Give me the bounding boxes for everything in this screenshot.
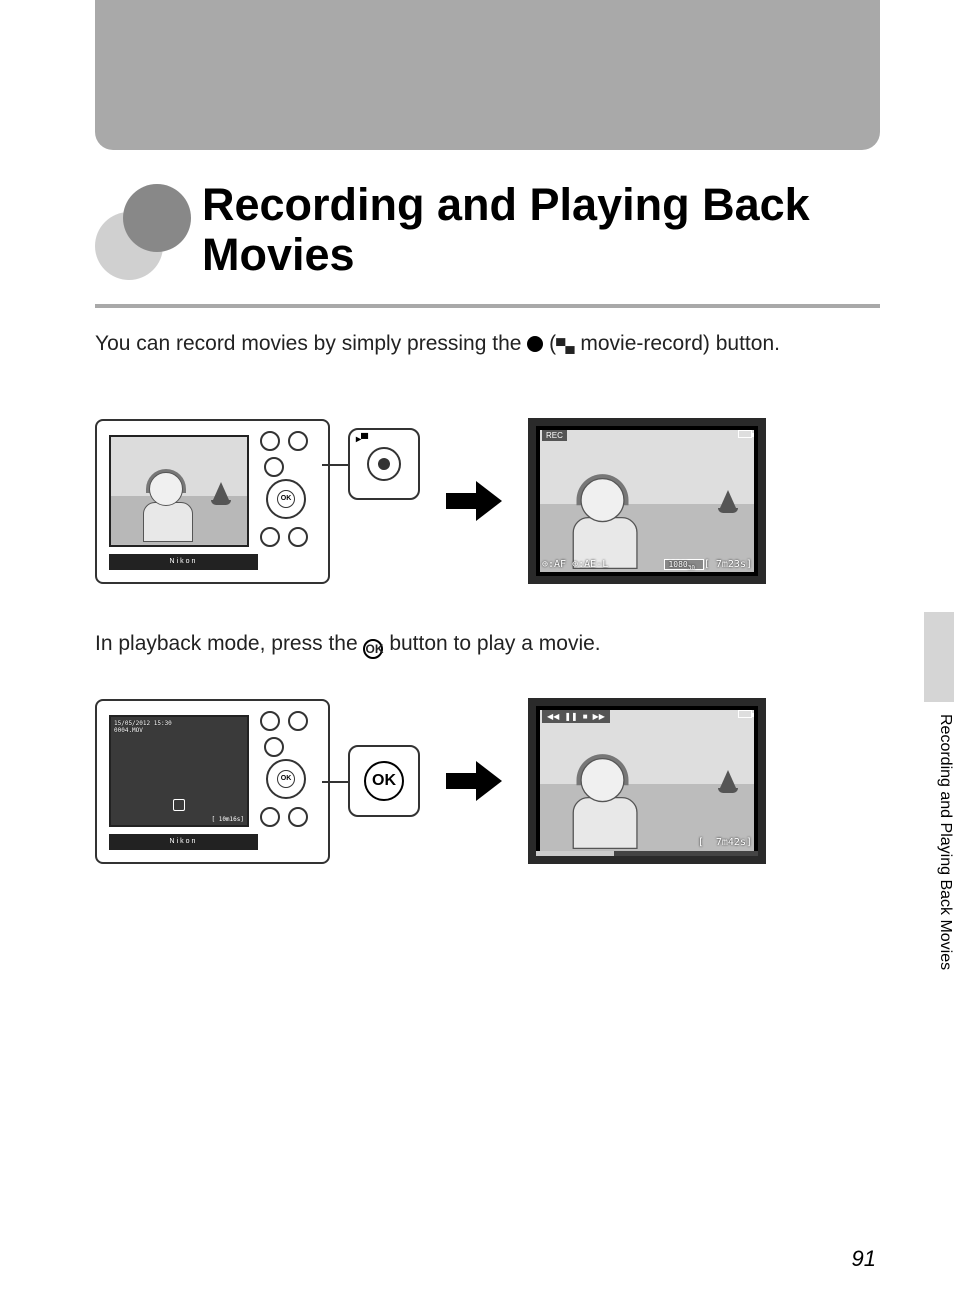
chapter-header-block: [95, 0, 880, 150]
fps-value: 30: [688, 565, 695, 572]
person-illustration: [570, 478, 642, 569]
ok-button-icon: OK: [363, 639, 383, 659]
recording-overlay-bottom: ⊕:AF ⊕:AE-L 108030 [ 7m23s]: [542, 559, 752, 572]
playback-time: 7m42s: [716, 837, 746, 848]
recording-screen: REC ⊕:AF ⊕:AE-L 108030 [ 7m23s]: [528, 418, 766, 584]
playback-controls-bar: ◀◀ ❚❚ ■ ▶▶: [542, 710, 610, 723]
control-btn-2: [288, 711, 308, 731]
intro-playback-pre: In playback mode, press the: [95, 632, 363, 655]
control-btn-1: [260, 711, 280, 731]
battery-icon: [738, 430, 752, 438]
sailboat-icon: [720, 490, 736, 508]
control-btn-4: [260, 807, 280, 827]
arrow-right-icon: [446, 761, 502, 801]
side-section-label: Recording and Playing Back Movies: [924, 710, 954, 1030]
camera-back-illustration: 15/05/2012 15:30 0004.MOV [ 10m16s] Niko…: [95, 699, 330, 864]
playback-filename: 0004.MOV: [114, 727, 143, 734]
sailboat-icon: [720, 770, 736, 788]
chapter-title-row: Recording and Playing Back Movies: [95, 180, 880, 279]
chapter-circles-icon: [95, 184, 180, 269]
page-number: 91: [852, 1246, 876, 1272]
record-time-remaining: 7m23s: [716, 559, 746, 570]
intro-playback-post: button to play a movie.: [389, 632, 600, 655]
intro-record-post: movie-record) button.: [580, 332, 780, 355]
chapter-title: Recording and Playing Back Movies: [202, 180, 880, 279]
ok-center-icon: OK: [277, 770, 295, 788]
camera-back-illustration: Nikon OK: [95, 419, 330, 584]
camera-lcd-playback: 15/05/2012 15:30 0004.MOV [ 10m16s]: [109, 715, 249, 827]
stop-icon: ■: [583, 712, 588, 721]
camera-brand-plate: Nikon: [109, 554, 258, 570]
control-btn-1: [260, 431, 280, 451]
ok-button-graphic: OK: [364, 761, 404, 801]
af-ae-label: ⊕:AF ⊕:AE-L: [542, 559, 608, 572]
figure-recording: Nikon OK ▸▀ REC ⊕:AF ⊕:A: [95, 418, 880, 584]
person-illustration: [570, 758, 642, 849]
play-thumb-icon: [173, 799, 185, 811]
person-illustration: [141, 472, 196, 542]
control-btn-4: [260, 527, 280, 547]
control-btn-2: [288, 431, 308, 451]
control-btn-3: [264, 737, 284, 757]
ok-button-callout: OK: [348, 745, 420, 817]
intro-record-pre: You can record movies by simply pressing…: [95, 332, 527, 355]
playback-date: 15/05/2012 15:30: [114, 720, 172, 727]
control-btn-3: [264, 457, 284, 477]
playback-length: [ 10m16s]: [211, 816, 244, 823]
fastfwd-icon: ▶▶: [593, 712, 605, 721]
control-btn-5: [288, 527, 308, 547]
playback-progress-fill: [536, 851, 614, 856]
pause-icon: ❚❚: [564, 712, 577, 721]
playback-overlay-top: ◀◀ ❚❚ ■ ▶▶: [542, 710, 752, 723]
playback-screen: ◀◀ ❚❚ ■ ▶▶ [ 7m42s]: [528, 698, 766, 864]
battery-icon: [738, 710, 752, 718]
intro-playback-text: In playback mode, press the OK button to…: [95, 632, 601, 659]
record-button-callout: ▸▀: [348, 428, 420, 500]
rewind-icon: ◀◀: [547, 712, 559, 721]
camera-controls-cluster: OK: [260, 711, 320, 856]
camera-brand-plate: Nikon: [109, 834, 258, 850]
camera-controls-cluster: OK: [260, 431, 320, 576]
movie-marker-icon: ▸▀: [356, 434, 368, 445]
playback-file-info: 15/05/2012 15:30 0004.MOV: [114, 720, 172, 734]
rec-indicator: REC: [542, 430, 567, 441]
record-button-icon: [367, 447, 401, 481]
ok-center-icon: OK: [277, 490, 295, 508]
sailboat-icon: [213, 482, 229, 500]
recording-overlay-top: REC: [542, 430, 752, 441]
playback-overlay-bottom: [ 7m42s]: [542, 837, 752, 848]
figure-playback: 15/05/2012 15:30 0004.MOV [ 10m16s] Niko…: [95, 698, 880, 864]
control-btn-5: [288, 807, 308, 827]
multi-selector-dial: OK: [266, 759, 306, 799]
intro-record-text: You can record movies by simply pressing…: [95, 332, 780, 356]
movie-camera-icon: ▀▄: [556, 338, 574, 353]
res-value: 1080: [668, 560, 687, 569]
multi-selector-dial: OK: [266, 479, 306, 519]
playback-progress-bar: [536, 851, 758, 856]
camera-lcd: [109, 435, 249, 547]
resolution-badge: 108030: [664, 559, 703, 570]
arrow-right-icon: [446, 481, 502, 521]
divider: [95, 304, 880, 308]
record-dot-icon: [527, 336, 543, 352]
side-thumb-tab: [924, 612, 954, 702]
